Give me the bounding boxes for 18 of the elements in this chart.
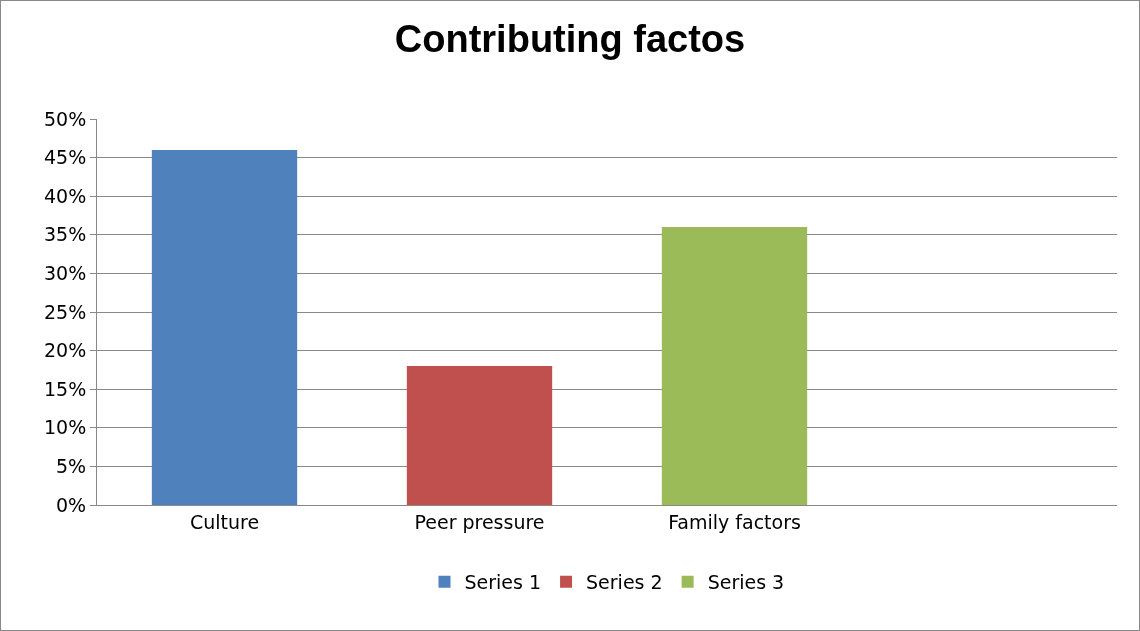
x-tick-label: Culture: [189, 510, 260, 533]
y-tick-label: 5%: [56, 455, 87, 478]
y-tick-label: 35%: [43, 223, 87, 246]
chart-title: Contributing factos: [394, 18, 746, 61]
y-tick-label: 20%: [43, 339, 87, 362]
x-tick-label: Peer pressure: [414, 510, 545, 533]
y-tick-label: 30%: [43, 262, 87, 285]
legend-label: Series 3: [707, 571, 785, 594]
legend-label: Series 2: [586, 571, 663, 594]
y-tick-label: 25%: [43, 300, 87, 323]
legend-label: Series 1: [464, 571, 542, 594]
y-tick-label: 0%: [56, 493, 87, 516]
y-tick-label: 45%: [43, 146, 87, 169]
y-tick-label: 40%: [43, 184, 87, 207]
y-tick-label: 15%: [43, 377, 87, 400]
y-tick-label: 10%: [43, 416, 87, 439]
x-tick-label: Family factors: [668, 510, 801, 533]
y-tick-label: 50%: [43, 107, 87, 130]
